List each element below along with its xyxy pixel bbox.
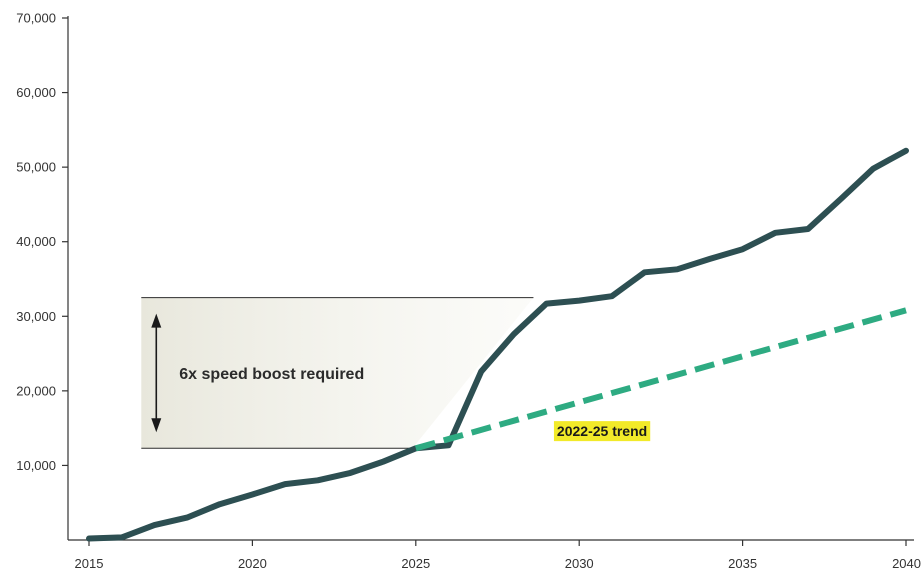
y-tick-label: 70,000	[16, 11, 56, 26]
x-tick-label: 2030	[565, 556, 594, 571]
y-axis-ticks: 10,000 20,000 30,000 40,000 50,000 60,000 70,0…	[16, 11, 68, 473]
main-series-line	[86, 147, 909, 542]
speed-boost-band	[141, 297, 534, 449]
trend-label: 2022-25 trend	[557, 423, 647, 439]
y-tick-label: 30,000	[16, 309, 56, 324]
x-axis-ticks: 2015 2020 2025 2030 2035 2040	[75, 540, 921, 571]
arrow-up-icon	[151, 313, 162, 328]
x-tick-label: 2015	[75, 556, 104, 571]
y-tick-label: 50,000	[16, 160, 56, 175]
series-layer	[86, 147, 909, 542]
y-tick-label: 20,000	[16, 383, 56, 398]
y-tick-label: 60,000	[16, 85, 56, 100]
x-tick-label: 2040	[892, 556, 921, 571]
x-tick-label: 2035	[728, 556, 757, 571]
y-tick-label: 40,000	[16, 234, 56, 249]
trend-series-line	[414, 307, 907, 452]
arrow-down-icon	[151, 418, 162, 433]
speed-boost-label: 6x speed boost required	[179, 366, 364, 383]
x-tick-label: 2025	[401, 556, 430, 571]
trend-label-highlight	[553, 421, 651, 442]
y-tick-label: 10,000	[16, 458, 56, 473]
x-tick-label: 2020	[238, 556, 267, 571]
